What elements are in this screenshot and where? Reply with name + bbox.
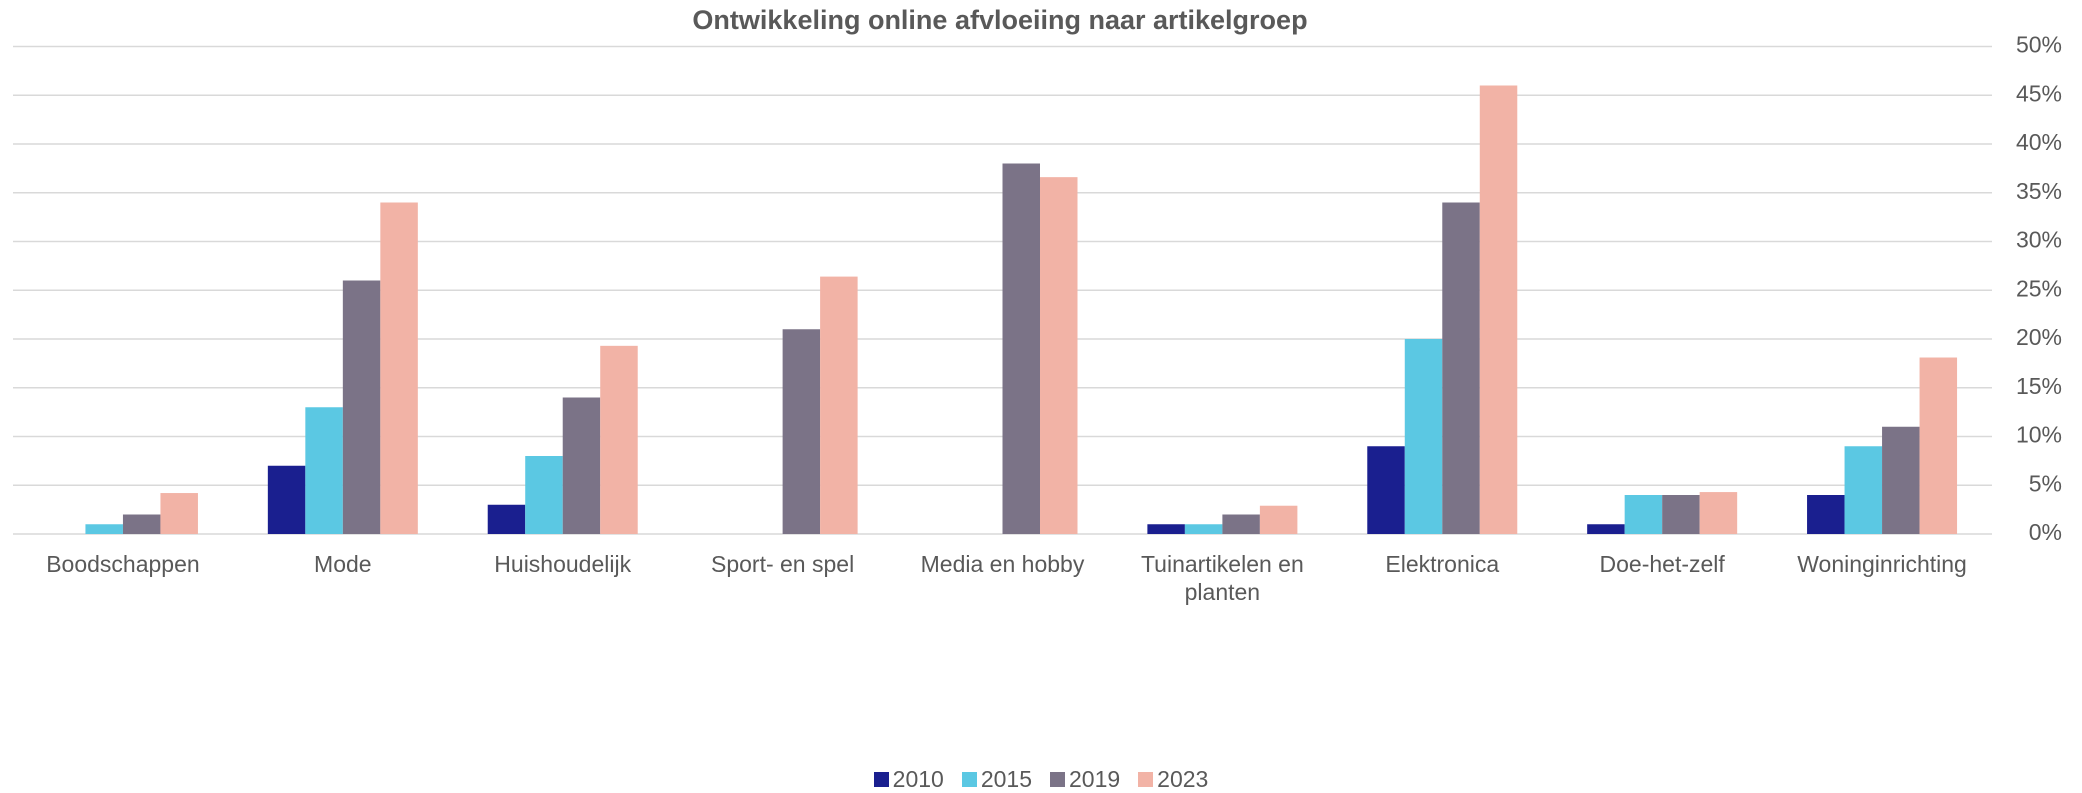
- y-tick-label: 10%: [2016, 422, 2062, 448]
- legend-item: 2015: [961, 766, 1032, 793]
- legend-swatch: [873, 772, 889, 787]
- y-tick-label: 25%: [2016, 275, 2062, 301]
- bar: [1919, 357, 1958, 534]
- bar: [487, 504, 526, 534]
- bar: [525, 456, 563, 534]
- y-tick-label: 45%: [2016, 80, 2062, 106]
- bar: [1662, 495, 1700, 534]
- legend-item: 2019: [1050, 766, 1120, 793]
- y-tick-label: 40%: [2016, 129, 2062, 155]
- legend-item: 2023: [1138, 766, 1208, 793]
- legend-label: 2023: [1157, 766, 1209, 792]
- x-tick-label: Boodschappen: [46, 551, 200, 577]
- bar: [1807, 495, 1845, 534]
- bar: [305, 407, 343, 534]
- bar: [1442, 202, 1480, 534]
- x-tick-label: Sport- en spel: [710, 551, 855, 577]
- bar: [342, 280, 381, 534]
- legend-item: 2010: [873, 766, 944, 793]
- bar: [380, 202, 418, 534]
- y-tick-label: 15%: [2016, 373, 2062, 399]
- y-tick-label: 20%: [2016, 324, 2062, 350]
- bar: [1259, 505, 1298, 534]
- bar: [600, 345, 638, 534]
- legend-swatch: [1138, 772, 1154, 787]
- x-tick-label: Mode: [314, 551, 372, 577]
- bar: [267, 465, 306, 534]
- y-tick-label: 0%: [2029, 519, 2062, 545]
- bar: [1222, 514, 1260, 534]
- bar: [1002, 163, 1040, 534]
- bar: [160, 493, 198, 534]
- bar: [85, 524, 123, 534]
- y-tick-label: 30%: [2016, 227, 2062, 253]
- bar: [1184, 524, 1223, 534]
- bar: [1479, 85, 1518, 534]
- legend-label: 2019: [1069, 766, 1121, 792]
- bar: [1367, 446, 1405, 534]
- legend-swatch: [1050, 772, 1065, 787]
- bar: [782, 329, 821, 534]
- x-tick-label: Tuinartikelen en planten: [1140, 551, 1304, 605]
- legend: 2010 2015 2019 2023: [0, 766, 2082, 793]
- bar: [1844, 446, 1883, 534]
- y-tick-label: 5%: [2029, 470, 2062, 496]
- bar: [1624, 495, 1663, 534]
- legend-label: 2015: [980, 766, 1032, 792]
- x-tick-label: Elektronica: [1385, 551, 1500, 577]
- x-tick-label: Woninginrichting: [1797, 551, 1967, 577]
- chart-title: Ontwikkeling online afvloeiing naar arti…: [692, 5, 1307, 35]
- y-tick-label: 35%: [2016, 178, 2062, 204]
- y-tick-label: 50%: [2016, 32, 2062, 58]
- legend-swatch: [961, 772, 977, 787]
- bar: [1040, 177, 1078, 534]
- bar: [122, 514, 161, 534]
- bar: [562, 397, 601, 534]
- bar: [1882, 426, 1920, 534]
- bar: [1147, 524, 1185, 534]
- bar: [1587, 524, 1625, 534]
- bar: [1699, 492, 1738, 534]
- x-tick-label: Doe-het-zelf: [1599, 551, 1725, 577]
- x-tick-label: Huishoudelijk: [494, 551, 632, 577]
- bar: [1404, 339, 1443, 534]
- bar: [820, 276, 858, 534]
- x-tick-label: Media en hobby: [920, 551, 1085, 577]
- legend-label: 2010: [892, 766, 944, 792]
